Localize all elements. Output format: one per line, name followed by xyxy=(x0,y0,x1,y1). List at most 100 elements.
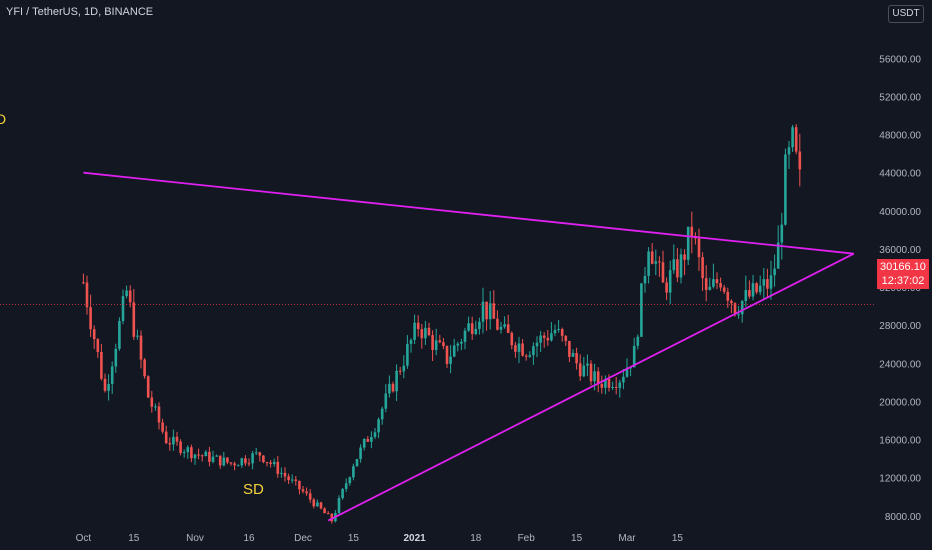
candle-body xyxy=(514,345,517,352)
candle-body xyxy=(506,324,510,333)
candle-body xyxy=(229,462,233,464)
y-tick-label: 44000.00 xyxy=(879,169,921,180)
candle-body xyxy=(679,254,683,278)
y-tick-label: 56000.00 xyxy=(879,54,921,65)
candle-body xyxy=(312,499,316,507)
candle-body xyxy=(708,286,712,290)
candle-body xyxy=(398,370,402,372)
candle-body xyxy=(377,419,380,433)
candle-body xyxy=(211,456,215,462)
candle-body xyxy=(416,322,420,330)
candle-body xyxy=(546,337,550,341)
candle-body xyxy=(532,346,535,356)
candle-body xyxy=(330,513,334,522)
candle-body xyxy=(499,326,503,330)
candle-body xyxy=(568,340,571,357)
candle-body xyxy=(766,279,769,289)
candle-body xyxy=(420,329,424,339)
candle-body xyxy=(571,352,575,357)
candle-body xyxy=(449,356,452,364)
candle-body xyxy=(215,455,218,457)
candle-body xyxy=(647,251,650,276)
x-tick-label: 15 xyxy=(571,533,583,544)
y-tick-label: 24000.00 xyxy=(879,359,921,370)
candle-body xyxy=(182,452,186,454)
candle-body xyxy=(658,261,661,263)
candle-body xyxy=(442,342,445,347)
candle-body xyxy=(769,275,773,289)
candle-body xyxy=(762,279,766,286)
candle-body xyxy=(600,383,604,388)
candle-body xyxy=(474,328,478,334)
candle-body xyxy=(366,438,370,442)
candle-body xyxy=(485,301,488,320)
candle-body xyxy=(654,261,658,264)
candle-body xyxy=(402,365,406,372)
candle-body xyxy=(787,147,791,155)
candle-body xyxy=(132,302,136,337)
candle-body xyxy=(384,393,388,409)
candle-body xyxy=(128,290,132,303)
candle-body xyxy=(463,330,467,342)
trendline[interactable] xyxy=(327,252,855,522)
candle-body xyxy=(528,355,532,357)
candle-body xyxy=(265,462,269,464)
candle-body xyxy=(496,318,499,330)
trendline[interactable] xyxy=(83,171,854,255)
candle-body xyxy=(362,438,366,448)
candle-body xyxy=(89,307,92,330)
candle-body xyxy=(247,463,251,465)
candle-body xyxy=(341,488,344,499)
candle-body xyxy=(690,226,694,236)
candle-body xyxy=(92,329,96,340)
candle-body xyxy=(186,447,190,453)
candle-body xyxy=(233,463,236,466)
candle-body xyxy=(560,329,564,336)
candle-body xyxy=(118,321,121,349)
candle-body xyxy=(154,406,157,408)
candle-body xyxy=(359,447,362,460)
candle-body xyxy=(431,335,434,350)
x-tick-label: 15 xyxy=(348,533,360,544)
candle-body xyxy=(240,458,244,466)
candle-body xyxy=(172,436,175,445)
candle-body xyxy=(208,451,211,462)
bar-countdown-label: 12:37:02 xyxy=(881,275,925,287)
candle-body xyxy=(424,327,427,339)
candle-body xyxy=(355,459,359,467)
candle-body xyxy=(607,379,611,388)
currency-button[interactable]: USDT xyxy=(888,5,924,23)
y-tick-label: 12000.00 xyxy=(879,474,921,485)
candle-body xyxy=(722,287,726,292)
candle-body xyxy=(640,283,643,337)
annotation-left-marker: D xyxy=(0,111,7,127)
candle-body xyxy=(686,226,690,260)
candle-body xyxy=(103,378,107,391)
annotation-sd: SD xyxy=(243,481,264,498)
candle-body xyxy=(672,259,676,271)
candle-body xyxy=(258,452,262,456)
candle-body xyxy=(701,257,704,279)
candle-body xyxy=(517,343,521,352)
candle-body xyxy=(575,352,578,364)
candle-body xyxy=(114,348,118,367)
candle-body xyxy=(456,343,460,346)
candle-body xyxy=(460,341,463,344)
y-tick-label: 40000.00 xyxy=(879,207,921,218)
candle-body xyxy=(290,479,294,481)
candle-body xyxy=(733,303,737,315)
candle-body xyxy=(143,359,146,377)
candle-body xyxy=(557,329,560,331)
candle-body xyxy=(370,436,373,442)
candle-body xyxy=(326,513,330,515)
candle-body xyxy=(244,458,247,464)
candle-body xyxy=(643,275,647,284)
candle-body xyxy=(784,154,787,225)
x-tick-label: 18 xyxy=(470,533,482,544)
y-tick-label: 20000.00 xyxy=(879,397,921,408)
candle-body xyxy=(704,278,708,290)
chart-title: YFI / TetherUS, 1D, BINANCE xyxy=(6,6,154,18)
candle-body xyxy=(136,335,139,337)
candle-body xyxy=(427,327,431,336)
